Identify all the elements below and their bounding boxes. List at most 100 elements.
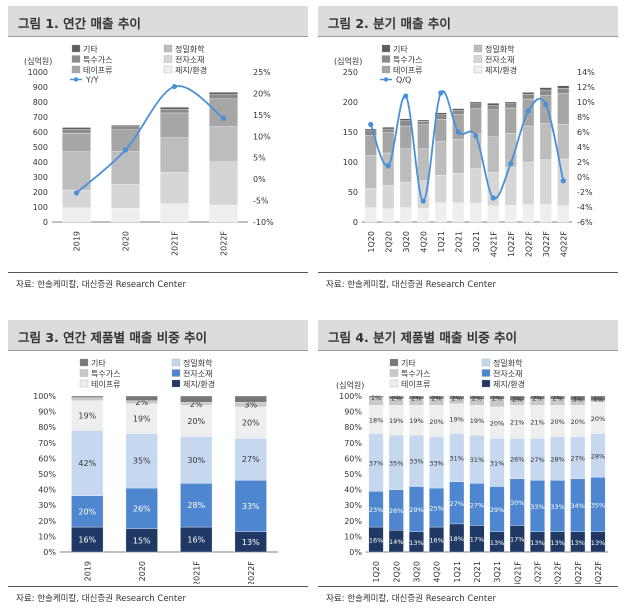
x-tick-label: 2Q20: [384, 231, 393, 253]
legend-swatch-특수가스: [389, 369, 399, 377]
y2-tick-label: 8%: [577, 113, 590, 122]
bar-segment-테이프류: [417, 124, 430, 149]
legend-label-제지-환경: 제지/환경: [183, 379, 215, 389]
bar-segment-특수가스: [62, 129, 91, 134]
data-label: 13%: [571, 539, 585, 547]
data-label: 25%: [429, 505, 443, 513]
y2-tick-label: -10%: [253, 218, 274, 227]
data-label: 19%: [470, 417, 484, 425]
y-tick-label: 100%: [33, 392, 56, 401]
data-label: 37%: [369, 459, 383, 467]
series-line-y-y: [75, 85, 225, 194]
legend-swatch-제지-환경: [171, 379, 181, 388]
bar-segment-정밀화학: [62, 151, 91, 191]
bar-segment-기타: [469, 101, 482, 104]
bar-segment-정밀화학: [209, 126, 238, 162]
legend-swatch-전자소재: [473, 55, 483, 63]
data-label: 17%: [470, 536, 484, 544]
y-tick-label: 70%: [38, 439, 56, 448]
data-label: 29%: [409, 506, 423, 514]
legend-swatch-정밀화학: [171, 358, 181, 367]
bar-segment-기타: [504, 101, 517, 104]
bar-segment-테이프류: [434, 119, 447, 142]
bar-segment-특수가스: [487, 105, 500, 110]
figure-4-source: 자료: 한솔케미칼, 대신증권 Research Center: [326, 594, 496, 604]
figure-3-panel: 그림 3. 연간 제품별 매출 비중 추이 0% 10% 20% 30% 40% 50% 6…: [8, 320, 308, 608]
bar-segment-정밀화학: [71, 430, 104, 496]
figure-2-source: 자료: 한솔케미칼, 대신증권 Research Center: [326, 280, 496, 290]
bar-segment-기타: [111, 125, 140, 127]
data-label: 2%: [135, 398, 148, 407]
data-label: 18%: [369, 416, 383, 424]
y2-tick-label: 0%: [577, 173, 590, 182]
legend-label-정밀화학: 정밀화학: [493, 358, 523, 368]
x-tick-label: 3Q21: [472, 231, 481, 253]
y-tick-label: 0%: [349, 548, 362, 557]
unit-label: (십억원): [334, 56, 362, 66]
x-tick-label: 2Q22F: [524, 231, 533, 258]
data-label: 20%: [187, 417, 205, 426]
bar-segment-특수가스: [382, 128, 395, 133]
x-tick-label: 1Q20: [367, 231, 376, 253]
bar-segment-정밀화학: [452, 139, 465, 174]
bar-segment-기타: [570, 395, 586, 401]
data-label: 34%: [571, 502, 585, 510]
bar-segment-제지-환경: [111, 208, 140, 223]
bar-segment-기타: [234, 395, 267, 403]
bar-segment-기타: [409, 395, 424, 400]
legend-swatch-기타: [389, 358, 399, 367]
bar-segment-제지-환경: [417, 208, 430, 223]
y2-tick-label: -5%: [253, 197, 269, 206]
legend-label-특수가스: 특수가스: [393, 56, 422, 65]
line-point: [473, 133, 479, 139]
legend-line-marker: [73, 77, 79, 82]
bar-segment-기타: [388, 395, 404, 400]
legend-swatch-전자소재: [481, 369, 491, 377]
data-label: 35%: [133, 457, 151, 466]
data-label: 4%: [593, 395, 603, 403]
bar-segment-정밀화학: [522, 125, 535, 163]
bar-segment-테이프류: [452, 114, 465, 140]
x-tick-label: 1Q22F: [533, 561, 542, 584]
bar-segment-정밀화학: [111, 151, 140, 185]
data-label: 31%: [470, 456, 484, 464]
y-tick-label: 200: [33, 188, 48, 197]
bar-segment-기타: [434, 112, 447, 115]
y-tick-label: 30%: [344, 501, 362, 510]
data-label: 42%: [78, 459, 96, 468]
data-label: 2%: [190, 400, 203, 409]
bar-segment-제지-환경: [71, 526, 104, 553]
data-label: 27%: [242, 455, 260, 464]
line-point: [455, 129, 461, 135]
line-point: [122, 147, 129, 153]
y-tick-label: 50%: [38, 470, 56, 479]
bar-segment-정밀화학: [125, 433, 158, 489]
bar-segment-정밀화학: [417, 148, 430, 181]
x-tick-label: 2019: [83, 561, 92, 581]
figure-3-divider: [8, 586, 308, 587]
y-tick-label: 50: [348, 188, 358, 197]
data-label: 17%: [510, 536, 524, 544]
bar-segment-전자소재: [180, 483, 213, 528]
bar-segment-특수가스: [71, 397, 104, 401]
y2-tick-label: 4%: [577, 143, 590, 152]
data-label: 27%: [530, 456, 544, 464]
bar-segment-기타: [160, 107, 189, 110]
bar-segment-제지-환경: [160, 203, 189, 223]
bar-segment-제지-환경: [504, 205, 517, 223]
x-tick-label: 4Q20: [433, 561, 442, 583]
data-label: 29%: [490, 506, 504, 514]
legend-label-특수가스: 특수가스: [401, 370, 430, 379]
legend-label-기타: 기타: [401, 359, 416, 368]
figure-2-chart: (십억원) 0 50 100 150 200 250 -6% -4% -2% 0% 2% 4% 6% 8% 1…: [334, 44, 595, 258]
legend-label-제지-환경: 제지/환경: [493, 379, 525, 389]
data-label: 28%: [550, 455, 564, 463]
bar-segment-정밀화학: [180, 436, 213, 484]
bar-segment-제지-환경: [522, 204, 535, 223]
legend-swatch-테이프류: [71, 65, 81, 74]
x-tick-label: 3Q20: [402, 231, 411, 253]
legend-label-테이프류: 테이프류: [83, 65, 112, 75]
bar-segment-정밀화학: [487, 136, 500, 173]
data-label: 3%: [244, 401, 257, 410]
legend-swatch-제지-환경: [163, 65, 173, 74]
